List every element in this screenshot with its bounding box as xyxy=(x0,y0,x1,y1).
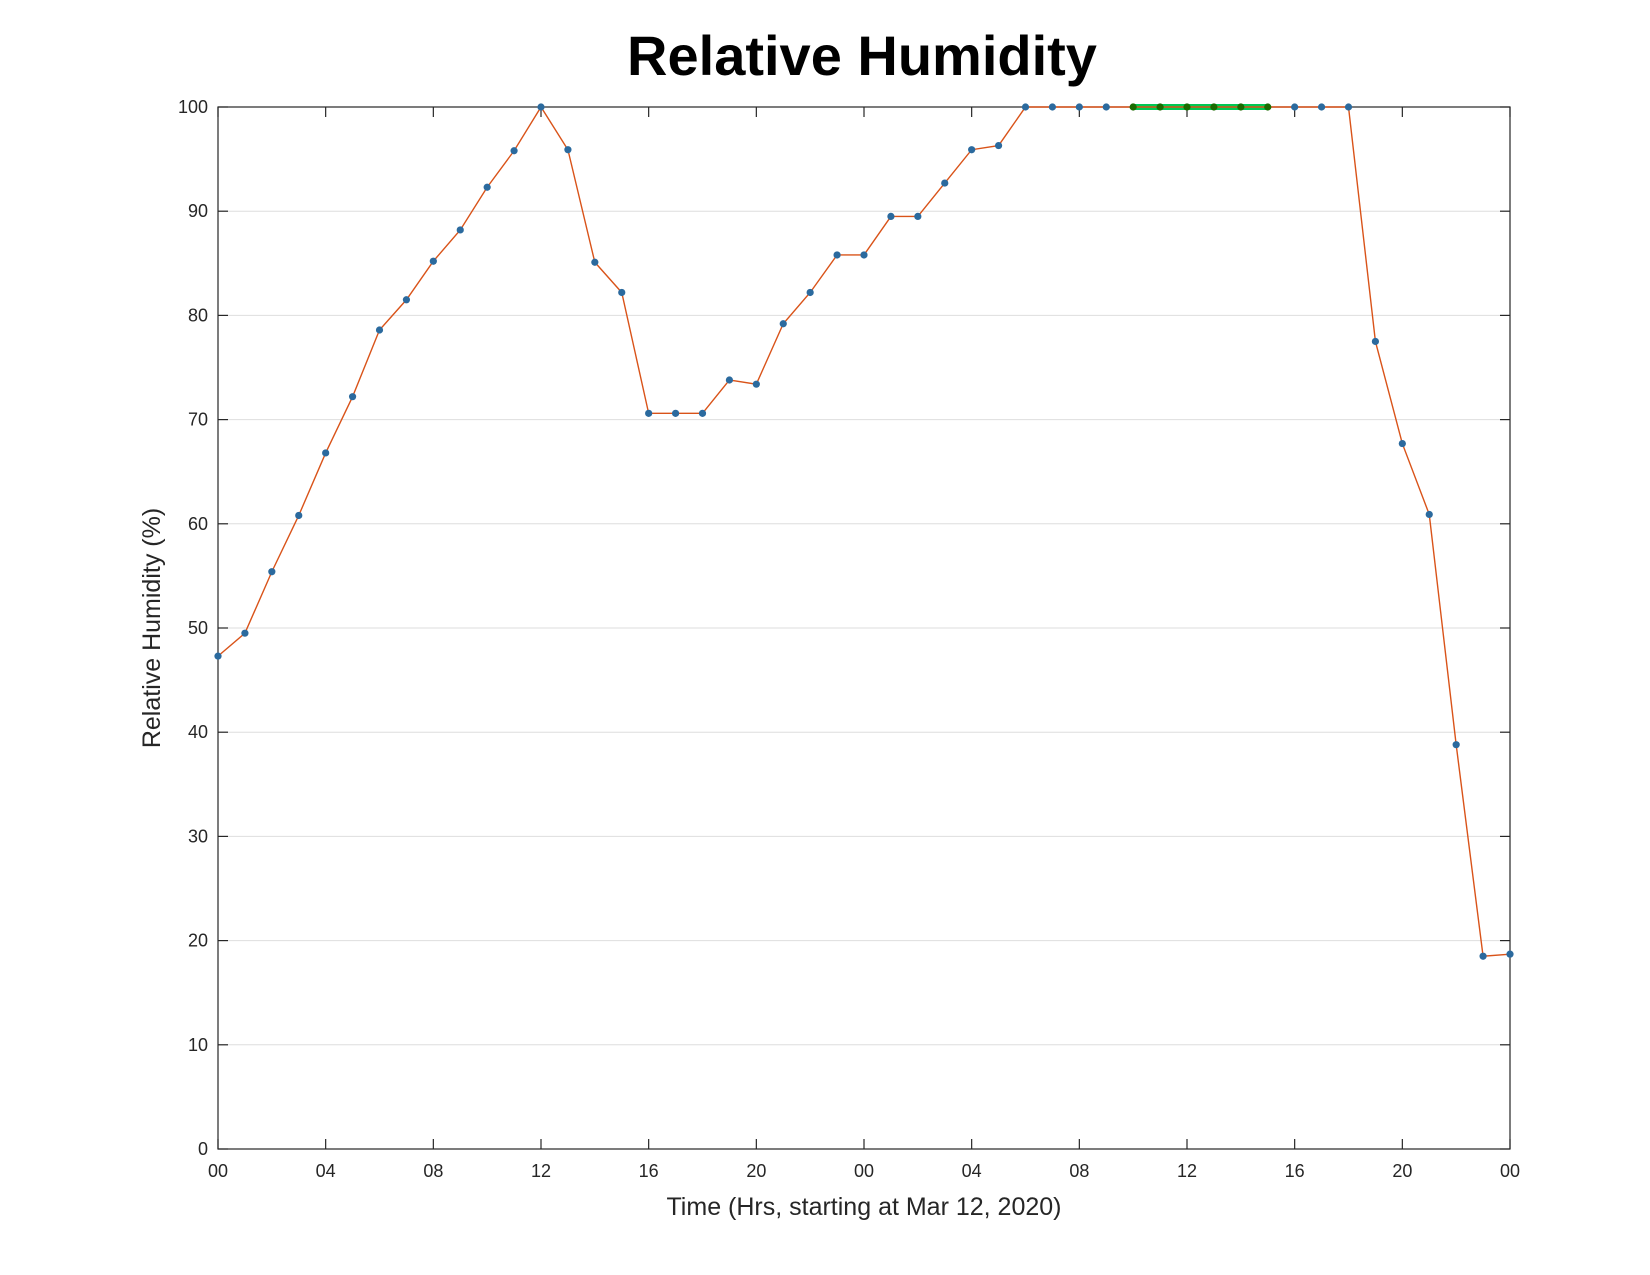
y-tick-label: 60 xyxy=(188,514,208,534)
data-point xyxy=(752,380,760,388)
data-point xyxy=(618,288,626,297)
x-tick-label: 12 xyxy=(1177,1161,1197,1181)
highlight-point xyxy=(1129,103,1137,111)
highlight-point xyxy=(1210,103,1218,111)
data-point xyxy=(914,212,922,221)
x-tick-label: 00 xyxy=(854,1161,874,1181)
x-tick-label: 20 xyxy=(746,1161,766,1181)
chart-title: Relative Humidity xyxy=(627,24,1097,87)
data-point xyxy=(402,296,411,304)
x-tick-label: 16 xyxy=(639,1161,659,1181)
x-tick-label: 00 xyxy=(208,1161,228,1181)
data-point xyxy=(295,511,303,520)
data-point xyxy=(887,212,895,221)
data-point xyxy=(725,376,734,384)
y-tick-label: 20 xyxy=(188,931,208,951)
data-point xyxy=(1425,510,1433,519)
x-tick-label: 08 xyxy=(423,1161,443,1181)
data-point xyxy=(1452,741,1460,749)
highlight-point xyxy=(1156,103,1164,111)
y-tick-label: 100 xyxy=(178,97,208,117)
y-axis-label: Relative Humidity (%) xyxy=(138,508,166,748)
data-point xyxy=(348,393,357,401)
data-point xyxy=(1371,337,1380,346)
data-point xyxy=(241,629,249,637)
y-tick-label: 70 xyxy=(188,410,208,430)
data-point xyxy=(968,146,976,154)
data-point xyxy=(833,251,841,259)
data-point xyxy=(806,288,814,297)
data-point xyxy=(214,652,222,660)
data-point xyxy=(1048,103,1057,111)
y-tick-label: 50 xyxy=(188,618,208,638)
x-tick-label: 00 xyxy=(1500,1161,1520,1181)
data-point xyxy=(375,326,384,334)
x-axis-label: Time (Hrs, starting at Mar 12, 2020) xyxy=(666,1193,1061,1221)
x-tick-label: 12 xyxy=(531,1161,551,1181)
data-point xyxy=(1344,103,1353,111)
data-point xyxy=(322,449,330,457)
x-tick-label: 16 xyxy=(1285,1161,1305,1181)
x-tick-label: 08 xyxy=(1069,1161,1089,1181)
y-tick-label: 80 xyxy=(188,305,208,325)
data-point xyxy=(779,320,787,328)
axis-ticks: 0 10 20 30 40 50 60 70 80 90 100 00 04 08 12 16 20 00 04 08… xyxy=(178,97,1520,1181)
y-tick-label: 90 xyxy=(188,201,208,221)
y-tick-label: 30 xyxy=(188,826,208,846)
data-point xyxy=(941,179,949,187)
data-point xyxy=(429,257,437,265)
data-markers xyxy=(214,103,1514,960)
x-tick-label: 04 xyxy=(962,1161,982,1181)
data-point xyxy=(1291,103,1299,111)
data-point xyxy=(564,146,572,154)
data-point xyxy=(1075,103,1083,111)
data-point xyxy=(456,226,464,234)
data-point xyxy=(1317,103,1326,111)
data-point xyxy=(268,568,276,576)
data-point xyxy=(994,141,1003,150)
highlight-point xyxy=(1183,103,1191,111)
data-point xyxy=(1506,950,1514,958)
grid-lines xyxy=(218,210,1510,1046)
data-point xyxy=(591,258,599,266)
y-tick-label: 10 xyxy=(188,1035,208,1055)
highlight-point xyxy=(1264,103,1272,111)
y-tick-label: 40 xyxy=(188,722,208,742)
data-point xyxy=(483,183,491,191)
data-point xyxy=(698,409,707,417)
data-point xyxy=(1479,952,1487,960)
data-point xyxy=(510,147,518,155)
data-point xyxy=(1021,103,1030,111)
highlight-point xyxy=(1237,103,1245,111)
x-tick-label: 20 xyxy=(1392,1161,1412,1181)
data-point xyxy=(645,409,653,417)
data-point xyxy=(537,103,545,111)
data-point xyxy=(860,251,868,259)
data-point xyxy=(1102,103,1110,111)
data-point xyxy=(1398,439,1406,448)
x-tick-label: 04 xyxy=(316,1161,336,1181)
y-tick-label: 0 xyxy=(198,1139,208,1159)
data-point xyxy=(671,409,680,417)
